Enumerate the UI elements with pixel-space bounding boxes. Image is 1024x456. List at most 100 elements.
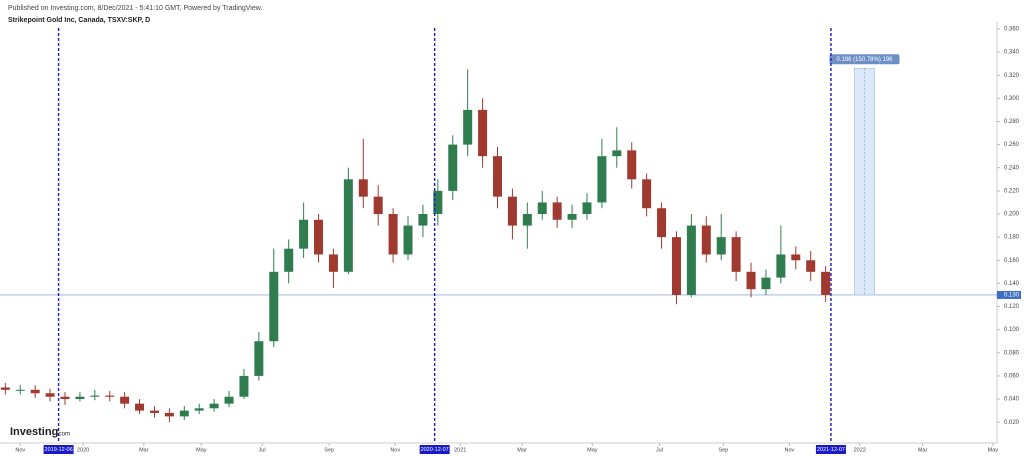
candle-body: [373, 196, 383, 214]
x-tick-label: 2020: [77, 447, 89, 453]
y-tick-label: 0.220: [1004, 188, 1020, 194]
candle-body: [522, 213, 532, 226]
candle-body: [806, 260, 816, 272]
y-tick-label: 0.060: [1004, 373, 1020, 379]
x-tick-label: Jul: [656, 447, 663, 453]
y-tick-label: 0.280: [1004, 119, 1020, 125]
last-price-box: [997, 290, 1021, 299]
y-tick-label: 0.100: [1004, 327, 1020, 333]
logo-suffix: .com: [57, 432, 70, 438]
candle-body: [418, 213, 428, 226]
x-tick-label: Jul: [259, 447, 266, 453]
candle-body: [686, 225, 696, 295]
y-tick-label: 0.120: [1004, 304, 1020, 310]
candle-body: [149, 410, 159, 413]
x-tick-label: May: [988, 447, 999, 453]
x-tick-label: Mar: [139, 447, 149, 453]
candle-body: [746, 271, 756, 290]
candle-body: [597, 156, 607, 203]
measure-label: 0.196 (150.78%) 196: [836, 57, 893, 63]
x-tick-label: Mar: [918, 447, 928, 453]
candle-body: [75, 396, 85, 400]
candle-body: [701, 225, 711, 255]
date-marker-label: 2021-12-07: [817, 447, 845, 453]
candle-body: [45, 393, 55, 397]
candle-body: [761, 277, 771, 290]
x-tick-label: Mar: [517, 447, 527, 453]
candle-body: [299, 219, 309, 249]
y-tick-label: 0.040: [1004, 397, 1020, 403]
candle-body: [254, 341, 264, 376]
candle-body: [90, 395, 100, 397]
candle-body: [612, 150, 622, 157]
candle-body: [0, 387, 10, 390]
candle-body: [388, 213, 398, 255]
y-tick-label: 0.300: [1004, 96, 1020, 102]
candle-body: [194, 408, 204, 411]
candle-body: [403, 225, 413, 255]
chart-title: Strikepoint Gold Inc, Canada, TSXV:SKP, …: [8, 17, 150, 24]
y-tick-label: 0.260: [1004, 142, 1020, 148]
published-note: Published on Investing.com, 8/Dec/2021 -…: [8, 5, 262, 12]
date-marker-box: [419, 445, 450, 454]
candle-body: [269, 271, 279, 342]
date-marker-label: 2020-12-07: [421, 447, 449, 453]
candle-body: [120, 396, 130, 404]
x-tick-label: May: [587, 447, 598, 453]
candle-body: [493, 156, 502, 197]
y-tick-label: 0.340: [1004, 50, 1020, 56]
y-tick-label: 0.200: [1004, 212, 1020, 218]
candle-body: [776, 254, 786, 278]
candle-body: [314, 219, 324, 255]
candle-body: [791, 254, 801, 261]
candle-body: [507, 196, 517, 226]
candle-body: [105, 395, 115, 397]
y-tick-label: 0.020: [1004, 420, 1020, 426]
candle-body: [209, 403, 219, 409]
candle-body: [731, 237, 741, 272]
candle-body: [433, 190, 443, 214]
candle-body: [15, 389, 25, 391]
logo: Investing: [10, 426, 58, 438]
candle-body: [671, 237, 681, 295]
x-tick-label: 2022: [854, 447, 866, 453]
x-tick-label: Sep: [324, 447, 334, 453]
measure-label-box: [829, 54, 900, 65]
candle-body: [463, 109, 473, 145]
candle-body: [642, 179, 652, 209]
candle-body: [478, 109, 488, 157]
y-tick-label: 0.160: [1004, 258, 1020, 264]
candle-body: [657, 208, 667, 238]
candle-body: [224, 396, 234, 404]
y-tick-label: 0.320: [1004, 73, 1020, 79]
candle-body: [60, 396, 70, 400]
candle-body: [284, 248, 294, 272]
x-tick-label: Sep: [718, 447, 728, 453]
x-tick-label: Nov: [785, 447, 795, 453]
y-tick-label: 0.180: [1004, 235, 1020, 241]
y-tick-label: 0.240: [1004, 165, 1020, 171]
y-tick-label: 0.360: [1004, 27, 1020, 33]
candle-body: [179, 410, 189, 417]
date-marker-label: 2019-12-06: [45, 447, 73, 453]
x-tick-label: Nov: [390, 447, 400, 453]
candle-body: [343, 179, 353, 272]
candle-body: [164, 412, 174, 417]
candle-body: [358, 179, 368, 197]
candle-body: [448, 144, 458, 191]
candle-body: [552, 202, 562, 220]
candle-body: [328, 254, 338, 272]
candle-body: [567, 213, 577, 220]
last-price-label: 0.130: [1004, 293, 1020, 299]
date-marker-box: [815, 445, 846, 454]
candle-body: [627, 150, 637, 180]
x-tick-label: 2021: [454, 447, 466, 453]
x-tick-label: Nov: [15, 447, 25, 453]
date-marker-box: [43, 445, 74, 454]
x-tick-label: May: [196, 447, 207, 453]
y-tick-label: 0.080: [1004, 350, 1020, 356]
candle-body: [716, 237, 726, 255]
candle-body: [821, 271, 831, 295]
candle-body: [537, 202, 547, 214]
